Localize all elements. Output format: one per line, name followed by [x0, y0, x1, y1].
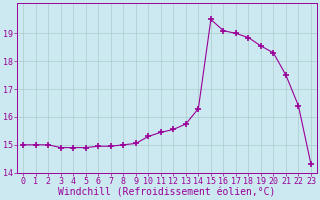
X-axis label: Windchill (Refroidissement éolien,°C): Windchill (Refroidissement éolien,°C)	[58, 187, 276, 197]
